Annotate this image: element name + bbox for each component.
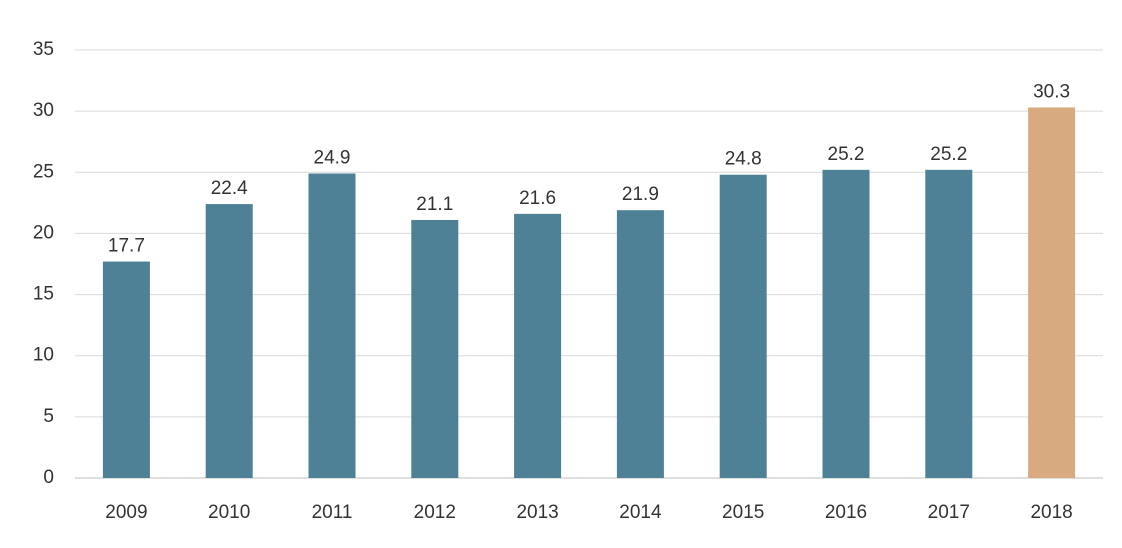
- x-tick-label-2013: 2013: [516, 502, 558, 523]
- x-axis-tick-labels: 2009 2010 2011 2012 2013 2014 2015 2016 2017 2018: [105, 502, 1072, 523]
- bar-value-label-2015: 24.8: [725, 149, 762, 170]
- x-tick-label-2009: 2009: [105, 502, 147, 523]
- x-tick-label-2014: 2014: [619, 502, 662, 523]
- bar-2010: [205, 204, 253, 478]
- y-tick-label: 30: [33, 100, 54, 121]
- bar-2016: [822, 169, 870, 478]
- y-tick-label: 35: [33, 39, 54, 60]
- bar-value-label-2013: 21.6: [519, 188, 556, 209]
- bar-2013: [514, 213, 562, 478]
- y-tick-label: 15: [33, 284, 54, 305]
- x-tick-label-2010: 2010: [208, 502, 250, 523]
- bar-value-label-2011: 24.9: [314, 148, 351, 169]
- bar-value-label-2012: 21.1: [416, 194, 453, 215]
- x-tick-label-2016: 2016: [825, 502, 867, 523]
- bar-2011: [308, 173, 356, 478]
- bar-value-labels: 17.7 22.4 24.9 21.1 21.6 21.9 24.8 25.2 25.2 30.3: [108, 81, 1070, 256]
- y-tick-label: 25: [33, 161, 54, 182]
- bar-value-label-2009: 17.7: [108, 236, 145, 257]
- y-tick-label: 10: [33, 345, 54, 366]
- y-tick-label: 0: [43, 467, 54, 488]
- bar-2014: [616, 210, 664, 479]
- bar-value-label-2010: 22.4: [211, 178, 248, 199]
- y-tick-label: 20: [33, 222, 54, 243]
- bar-2017: [925, 169, 973, 478]
- bar-value-label-2016: 25.2: [828, 144, 865, 165]
- x-tick-label-2018: 2018: [1030, 502, 1072, 523]
- bar-value-label-2017: 25.2: [930, 144, 967, 165]
- bar-value-label-2014: 21.9: [622, 184, 659, 205]
- bar-2018: [1028, 107, 1076, 478]
- x-tick-label-2017: 2017: [928, 502, 970, 523]
- bar-2015: [719, 174, 767, 478]
- x-tick-label-2012: 2012: [414, 502, 456, 523]
- bar-2012: [411, 219, 459, 478]
- y-axis-tick-labels: 0 5 10 15 20 25 30 35: [33, 39, 54, 488]
- bar-value-label-2018: 30.3: [1033, 81, 1070, 102]
- x-tick-label-2015: 2015: [722, 502, 764, 523]
- bar-2009: [102, 261, 150, 478]
- bars: [102, 107, 1076, 479]
- y-tick-label: 5: [43, 406, 54, 427]
- x-tick-label-2011: 2011: [312, 502, 353, 523]
